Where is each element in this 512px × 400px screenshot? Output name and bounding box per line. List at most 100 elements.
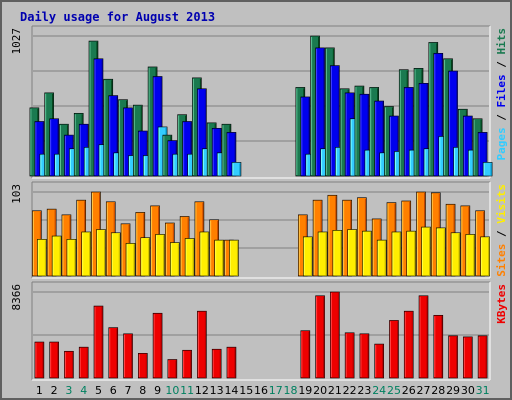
legend-label: Pages / Files / Hits bbox=[495, 28, 508, 161]
bar-kbytes-day-7 bbox=[123, 333, 133, 379]
bar-kbytes-day-20 bbox=[315, 295, 325, 379]
legend-label: Sites / Visits bbox=[495, 184, 508, 277]
bar-kbytes-day-23 bbox=[359, 333, 370, 379]
day-label-13: 13 bbox=[210, 384, 224, 397]
bar-files-day-26 bbox=[403, 87, 414, 177]
legend-part: KBytes bbox=[495, 284, 508, 324]
day-label-21: 21 bbox=[328, 384, 342, 397]
bar-files-day-25 bbox=[389, 115, 399, 177]
day-label-1: 1 bbox=[36, 384, 43, 397]
bar-files-day-2 bbox=[49, 118, 59, 177]
bar-sites-day-26 bbox=[406, 230, 417, 277]
legend-part: Files bbox=[495, 74, 508, 107]
bar-sites-day-14 bbox=[229, 239, 239, 277]
bar-kbytes-day-9 bbox=[152, 312, 163, 379]
bar-files-day-24 bbox=[374, 100, 384, 177]
bar-pages-day-31 bbox=[482, 162, 493, 177]
bar-kbytes-day-11 bbox=[182, 349, 192, 379]
bar-sites-day-10 bbox=[170, 242, 180, 277]
day-label-11: 11 bbox=[180, 384, 194, 397]
day-label-27: 27 bbox=[417, 384, 431, 397]
bar-sites-day-21 bbox=[332, 230, 343, 277]
bar-files-day-1 bbox=[34, 121, 45, 177]
bar-pages-day-14 bbox=[231, 162, 242, 177]
bar-sites-day-12 bbox=[199, 231, 210, 277]
bar-files-day-29 bbox=[448, 70, 458, 177]
legend-part: Pages bbox=[495, 127, 508, 160]
bar-files-day-5 bbox=[93, 58, 104, 177]
bar-kbytes-day-10 bbox=[167, 359, 178, 379]
day-label-16: 16 bbox=[254, 384, 268, 397]
legend-label: KBytes bbox=[495, 284, 508, 324]
bar-kbytes-day-4 bbox=[78, 346, 89, 379]
bar-files-day-27 bbox=[418, 83, 429, 177]
bar-sites-day-1 bbox=[37, 239, 47, 277]
bar-files-day-9 bbox=[152, 76, 163, 177]
day-label-31: 31 bbox=[476, 384, 490, 397]
legend-part: / bbox=[495, 224, 508, 244]
day-label-23: 23 bbox=[357, 384, 371, 397]
bar-kbytes-day-30 bbox=[463, 336, 473, 379]
bar-files-day-13 bbox=[211, 127, 222, 177]
scale-label: 1027 bbox=[10, 28, 23, 55]
day-label-14: 14 bbox=[224, 384, 238, 397]
bar-kbytes-day-31 bbox=[477, 335, 488, 379]
scale-label: 8366 bbox=[10, 284, 23, 311]
bar-kbytes-day-2 bbox=[49, 341, 59, 379]
bar-kbytes-day-6 bbox=[108, 327, 119, 379]
bar-kbytes-day-27 bbox=[418, 295, 429, 379]
legend-part: Sites bbox=[495, 244, 508, 277]
bar-files-day-7 bbox=[123, 107, 133, 177]
day-label-30: 30 bbox=[461, 384, 475, 397]
day-label-28: 28 bbox=[431, 384, 445, 397]
bar-sites-day-8 bbox=[140, 237, 151, 277]
bar-files-day-14 bbox=[226, 132, 237, 177]
bar-sites-day-23 bbox=[362, 230, 372, 277]
day-label-18: 18 bbox=[284, 384, 298, 397]
bar-files-day-19 bbox=[300, 96, 311, 177]
bar-kbytes-day-28 bbox=[433, 314, 444, 379]
day-label-20: 20 bbox=[313, 384, 327, 397]
bar-sites-day-29 bbox=[450, 232, 461, 277]
day-label-17: 17 bbox=[269, 384, 283, 397]
bar-sites-day-19 bbox=[303, 236, 313, 277]
legend-part: / bbox=[495, 108, 508, 128]
bar-files-day-12 bbox=[197, 88, 207, 177]
bar-kbytes-day-29 bbox=[448, 335, 458, 379]
bar-sites-day-27 bbox=[421, 226, 431, 277]
bar-sites-day-13 bbox=[214, 239, 224, 277]
bar-kbytes-day-12 bbox=[197, 310, 207, 379]
bar-sites-day-20 bbox=[317, 231, 328, 277]
bar-sites-day-25 bbox=[391, 231, 402, 277]
day-label-8: 8 bbox=[139, 384, 146, 397]
day-label-15: 15 bbox=[239, 384, 253, 397]
bar-kbytes-day-22 bbox=[344, 332, 355, 379]
day-label-29: 29 bbox=[446, 384, 460, 397]
bar-sites-day-5 bbox=[96, 229, 106, 277]
bar-kbytes-day-1 bbox=[34, 341, 45, 379]
day-label-6: 6 bbox=[110, 384, 117, 397]
bar-files-day-21 bbox=[330, 65, 340, 177]
bar-sites-day-22 bbox=[347, 229, 357, 277]
bar-files-day-30 bbox=[463, 115, 473, 177]
bar-kbytes-day-14 bbox=[226, 346, 237, 379]
bar-kbytes-day-21 bbox=[330, 291, 340, 379]
bar-sites-day-6 bbox=[110, 232, 121, 277]
scale-label: 103 bbox=[10, 184, 23, 204]
day-label-7: 7 bbox=[125, 384, 132, 397]
bar-sites-day-31 bbox=[480, 236, 490, 277]
bar-sites-day-28 bbox=[435, 227, 446, 277]
bar-kbytes-day-8 bbox=[138, 353, 148, 379]
bar-sites-day-3 bbox=[66, 239, 77, 277]
bar-sites-day-2 bbox=[51, 235, 62, 277]
bar-kbytes-day-13 bbox=[211, 348, 222, 379]
chart-title: Daily usage for August 2013 bbox=[20, 10, 216, 24]
bar-sites-day-9 bbox=[155, 234, 165, 277]
bar-files-day-23 bbox=[359, 93, 370, 177]
bar-kbytes-day-25 bbox=[389, 320, 399, 379]
bar-files-day-8 bbox=[138, 130, 148, 177]
day-label-5: 5 bbox=[95, 384, 102, 397]
bar-kbytes-day-19 bbox=[300, 330, 311, 379]
